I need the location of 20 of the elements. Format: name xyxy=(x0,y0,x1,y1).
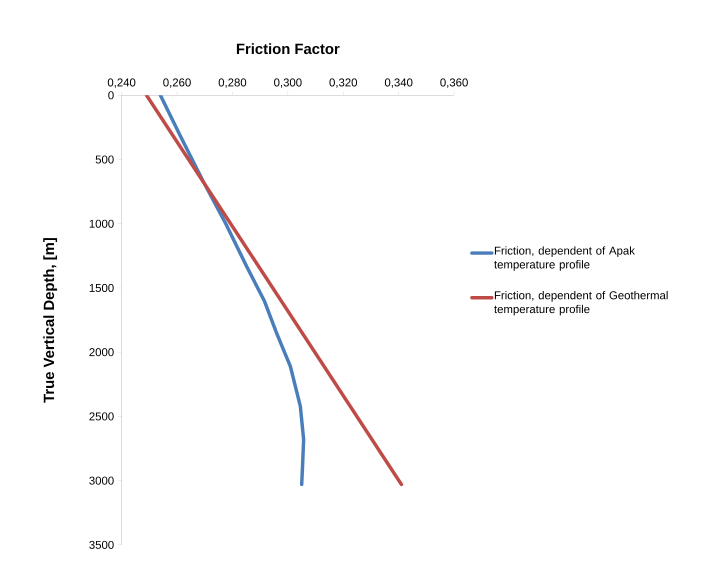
x-tick-label: 0,280 xyxy=(218,78,246,88)
chart-title: Friction Factor xyxy=(236,43,340,54)
x-tick-label: 0,320 xyxy=(329,78,358,88)
y-tick-label: 500 xyxy=(96,156,114,164)
x-tick-label: 0,240 xyxy=(108,78,136,88)
y-tick-label: 1500 xyxy=(90,284,114,292)
x-tick-label: 0,260 xyxy=(163,78,191,88)
y-tick-label: 2500 xyxy=(89,412,114,421)
legend-label: Friction, dependent of Geothermal temperature profile xyxy=(494,291,668,316)
y-tick-label: 3500 xyxy=(89,540,114,550)
line-series xyxy=(158,95,306,486)
y-tick-label: 1000 xyxy=(90,220,114,228)
legend-label: Friction, dependent of Apak temperature profile xyxy=(494,246,635,271)
y-tick-label: 3000 xyxy=(89,476,114,485)
y-tick-label: 0 xyxy=(108,91,114,100)
x-tick-label: 0,340 xyxy=(384,78,412,88)
y-tick-label: 2000 xyxy=(89,348,114,356)
x-tick-label: 0,300 xyxy=(274,78,302,88)
x-tick-label: 0,360 xyxy=(440,78,468,88)
y-axis-title: True Vertical Depth, [m] xyxy=(43,238,58,403)
